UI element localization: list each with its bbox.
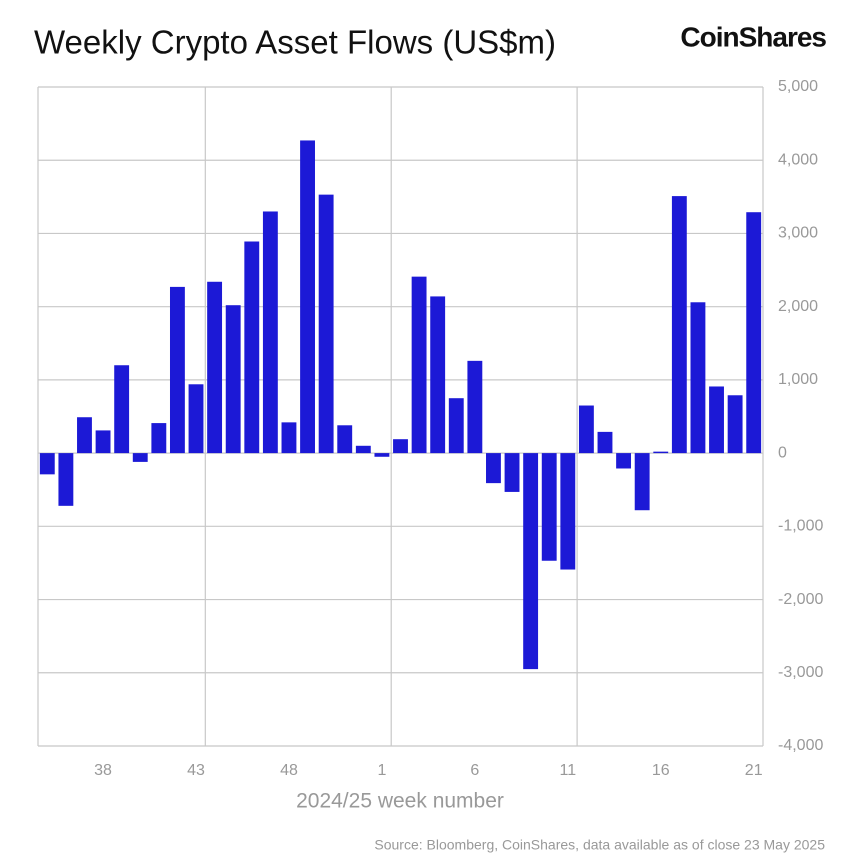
bar bbox=[207, 281, 223, 454]
bar bbox=[709, 386, 724, 454]
bar bbox=[318, 194, 334, 454]
bar bbox=[560, 453, 576, 570]
y-tick-label: 0 bbox=[778, 444, 787, 461]
bar bbox=[430, 296, 446, 454]
y-tick-label: -1,000 bbox=[778, 518, 823, 535]
x-tick-label: 48 bbox=[280, 762, 298, 779]
bar bbox=[300, 140, 315, 454]
bar bbox=[541, 453, 557, 561]
source-note: Source: Bloomberg, CoinShares, data avai… bbox=[374, 837, 825, 853]
bar bbox=[374, 453, 390, 457]
bar bbox=[39, 453, 55, 475]
bar bbox=[467, 360, 483, 454]
bar bbox=[58, 453, 74, 506]
bar bbox=[727, 395, 743, 454]
bar bbox=[671, 196, 687, 454]
brand-logo: CoinShares bbox=[680, 21, 826, 52]
y-tick-label: -3,000 bbox=[778, 664, 823, 681]
bar bbox=[504, 453, 520, 492]
y-tick-label: 1,000 bbox=[778, 371, 818, 388]
y-tick-label: 2,000 bbox=[778, 298, 818, 315]
bar bbox=[188, 384, 204, 454]
bar bbox=[244, 241, 260, 454]
x-tick-label: 43 bbox=[187, 762, 205, 779]
bar bbox=[132, 453, 148, 462]
bar bbox=[746, 212, 762, 454]
bar bbox=[578, 405, 594, 454]
bar bbox=[597, 431, 613, 454]
bar bbox=[411, 276, 427, 454]
x-tick-label: 38 bbox=[94, 762, 112, 779]
y-tick-label: 3,000 bbox=[778, 225, 818, 242]
bar bbox=[169, 286, 185, 454]
bar bbox=[523, 453, 539, 670]
bar bbox=[653, 451, 669, 454]
x-tick-label: 16 bbox=[652, 762, 670, 779]
x-tick-label: 6 bbox=[470, 762, 479, 779]
bar bbox=[486, 453, 501, 484]
bar bbox=[393, 439, 408, 454]
bar bbox=[77, 417, 92, 454]
x-tick-label: 11 bbox=[560, 762, 577, 779]
x-tick-label: 1 bbox=[377, 762, 386, 779]
bar bbox=[634, 453, 650, 511]
bar bbox=[95, 430, 111, 454]
chart-title: Weekly Crypto Asset Flows (US$m) bbox=[34, 24, 556, 61]
bar bbox=[151, 423, 167, 454]
x-axis-label: 2024/25 week number bbox=[296, 790, 504, 813]
bar bbox=[616, 453, 632, 469]
bar bbox=[225, 305, 241, 454]
y-tick-label: -4,000 bbox=[778, 737, 823, 754]
y-tick-label: -2,000 bbox=[778, 591, 823, 608]
bar bbox=[114, 365, 130, 454]
y-tick-label: 5,000 bbox=[778, 78, 818, 95]
bar bbox=[355, 445, 371, 454]
y-tick-label: 4,000 bbox=[778, 151, 818, 168]
bar bbox=[262, 211, 278, 454]
bar bbox=[281, 422, 297, 454]
bar bbox=[337, 425, 353, 454]
bar bbox=[690, 302, 706, 454]
bar bbox=[448, 398, 464, 454]
x-tick-label: 21 bbox=[745, 762, 763, 779]
